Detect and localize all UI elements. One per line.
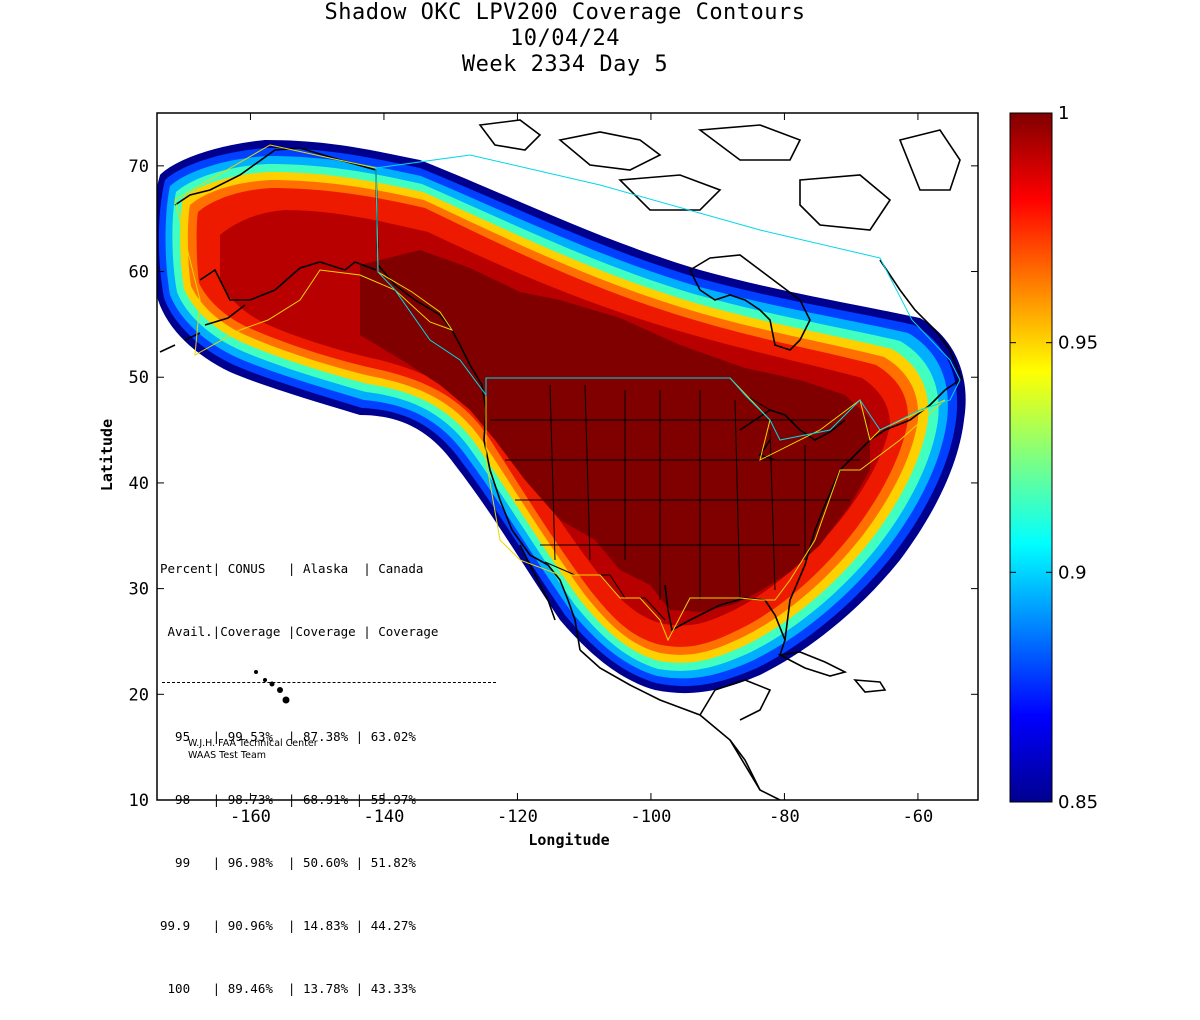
aleutians <box>159 304 246 353</box>
yucatan <box>699 679 772 721</box>
title-line-3: Week 2334 Day 5 <box>461 52 669 77</box>
coverage-contours <box>157 140 966 694</box>
stats-row: 99.9 | 90.96% | 14.83% | 44.27% <box>160 918 416 933</box>
x-tick-label: -60 <box>903 807 934 827</box>
service-volumes <box>174 144 961 642</box>
x-tick-label: -100 <box>630 807 671 827</box>
hudson-bay <box>688 254 811 351</box>
title-line-2: 10/04/24 <box>510 26 620 51</box>
chart-title: Shadow OKC LPV200 Coverage Contours 10/0… <box>0 0 1130 78</box>
colorbar-ticks: 1 0.95 0.9 0.85 <box>1010 103 1098 813</box>
central-america <box>729 739 781 800</box>
west-coast <box>459 344 581 651</box>
y-tick-label: 20 <box>129 685 149 705</box>
hispaniola <box>853 679 887 693</box>
x-axis: -160 -140 -120 -100 -80 -60 <box>230 113 933 827</box>
contour-1.0 <box>360 250 870 612</box>
gulf-coast <box>664 584 786 656</box>
colorbar-label: 0.85 <box>1058 792 1098 813</box>
coverage-stats-table: Percent| CONUS | Alaska | Canada Avail.|… <box>160 516 496 1020</box>
alaska-coast <box>174 147 461 346</box>
x-axis-title: Longitude <box>528 831 609 849</box>
great-lakes <box>739 409 846 461</box>
stats-row: 98 | 98.73% | 68.91% | 55.97% <box>160 792 416 807</box>
stats-row: 100 | 89.46% | 13.78% | 43.33% <box>160 981 416 996</box>
map-area <box>157 113 978 800</box>
stats-row: 95 | 99.53% | 87.38% | 63.02% <box>160 729 416 744</box>
stats-header-2: Avail.|Coverage |Coverage | Coverage <box>160 624 439 639</box>
stats-row: 99 | 96.98% | 50.60% | 51.82% <box>160 855 416 870</box>
credit-line-1: W.J.H. FAA Technical Center <box>188 738 318 749</box>
colorbar <box>1009 112 1053 803</box>
y-tick-label: 30 <box>129 580 149 600</box>
credits: W.J.H. FAA Technical Center WAAS Test Te… <box>188 738 318 762</box>
us-mexico-border <box>544 561 666 621</box>
alaska-service-volume <box>174 144 454 356</box>
y-tick-label: 10 <box>129 791 149 811</box>
arctic-islands <box>478 119 961 231</box>
canada-service-volume <box>375 154 961 441</box>
colorbar-label: 0.9 <box>1058 562 1087 583</box>
coastlines <box>159 119 963 800</box>
conus-service-volume <box>485 377 946 642</box>
x-tick-label: -140 <box>363 807 404 827</box>
y-tick-label: 60 <box>129 263 149 283</box>
title-line-1: Shadow OKC LPV200 Coverage Contours <box>324 0 806 25</box>
hawaii-islands <box>254 670 290 704</box>
stats-header-1: Percent| CONUS | Alaska | Canada <box>160 561 424 576</box>
stats-divider <box>162 682 496 683</box>
credit-line-2: WAAS Test Team <box>188 750 267 761</box>
x-tick-label: -120 <box>497 807 538 827</box>
cuba <box>777 651 848 677</box>
x-tick-label: -160 <box>230 807 271 827</box>
y-axis-title: Latitude <box>98 419 116 491</box>
east-coast <box>784 379 961 641</box>
colorbar-label: 1 <box>1058 103 1069 124</box>
coverage-map: -160 -140 -120 -100 -80 -60 10 20 30 40 50 60 70 Lo… <box>98 103 1098 849</box>
alaska-peninsula <box>199 261 377 301</box>
labrador-coast <box>879 259 963 381</box>
y-tick-label: 40 <box>129 474 149 494</box>
y-tick-label: 70 <box>129 157 149 177</box>
baja <box>519 544 556 621</box>
colorbar-label: 0.95 <box>1058 333 1098 354</box>
state-grid <box>490 384 860 601</box>
y-tick-label: 50 <box>129 368 149 388</box>
plot-frame <box>156 112 979 801</box>
x-tick-label: -80 <box>769 807 800 827</box>
y-axis: 10 20 30 40 50 60 70 <box>129 157 978 811</box>
